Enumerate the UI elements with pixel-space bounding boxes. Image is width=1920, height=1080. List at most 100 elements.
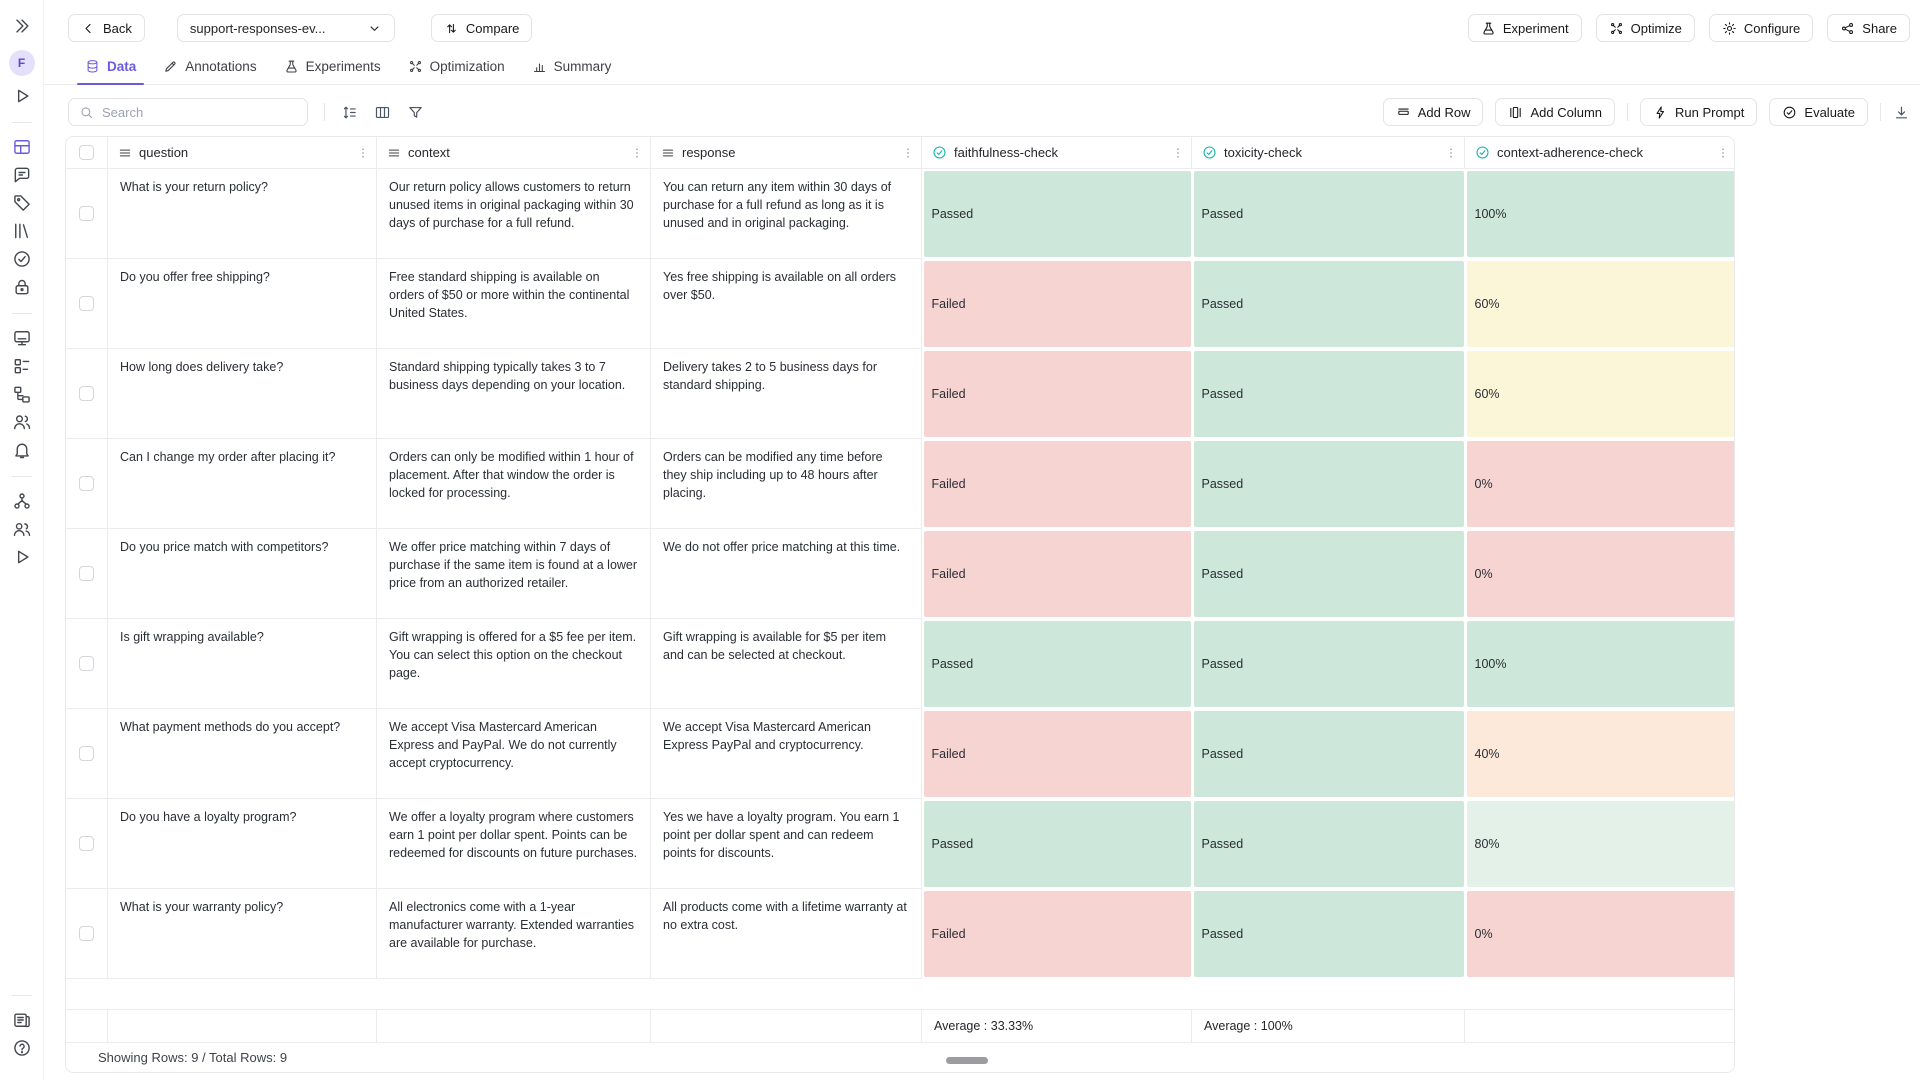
cell-toxicity[interactable]: Passed [1192, 349, 1465, 439]
column-header-toxicity[interactable]: toxicity-check [1192, 137, 1465, 168]
cell-question[interactable]: Is gift wrapping available? [108, 619, 377, 709]
cell-adherence[interactable]: 100% [1465, 169, 1734, 259]
cell-context[interactable]: We accept Visa Mastercard American Expre… [377, 709, 651, 799]
manage-columns-icon[interactable] [374, 104, 391, 121]
cell-faithfulness[interactable]: Failed [922, 709, 1192, 799]
cell-adherence[interactable]: 60% [1465, 259, 1734, 349]
sidebar-play-icon[interactable] [12, 86, 32, 106]
configure-button[interactable]: Configure [1708, 14, 1814, 42]
cell-question[interactable]: Do you have a loyalty program? [108, 799, 377, 889]
cell-response[interactable]: We accept Visa Mastercard American Expre… [651, 709, 922, 799]
cell-adherence[interactable]: 0% [1465, 529, 1734, 619]
search-input[interactable] [102, 104, 297, 120]
horizontal-scrollbar[interactable] [946, 1057, 988, 1064]
column-menu-icon[interactable] [630, 146, 644, 160]
column-menu-icon[interactable] [1171, 146, 1185, 160]
cell-toxicity[interactable]: Passed [1192, 709, 1465, 799]
cell-adherence[interactable]: 40% [1465, 709, 1734, 799]
row-checkbox[interactable] [79, 836, 94, 851]
experiment-button[interactable]: Experiment [1467, 14, 1582, 42]
user-avatar[interactable]: F [8, 50, 35, 76]
sidebar-monitor-icon[interactable] [12, 328, 32, 348]
column-header-adherence[interactable]: context-adherence-check [1465, 137, 1734, 168]
cell-response[interactable]: Gift wrapping is available for $5 per it… [651, 619, 922, 709]
sidebar-people-icon[interactable] [12, 519, 32, 539]
tab-optimization[interactable]: Optimization [408, 54, 505, 78]
cell-adherence[interactable]: 100% [1465, 619, 1734, 709]
cell-response[interactable]: Yes free shipping is available on all or… [651, 259, 922, 349]
cell-toxicity[interactable]: Passed [1192, 439, 1465, 529]
sidebar-expand-chevrons-right-icon[interactable] [12, 16, 32, 36]
cell-adherence[interactable]: 80% [1465, 799, 1734, 889]
tab-data[interactable]: Data [76, 54, 145, 85]
compare-button[interactable]: Compare [430, 14, 533, 42]
cell-context[interactable]: Free standard shipping is available on o… [377, 259, 651, 349]
cell-faithfulness[interactable]: Failed [922, 349, 1192, 439]
run-prompt-button[interactable]: Run Prompt [1640, 98, 1758, 126]
evaluate-button[interactable]: Evaluate [1769, 98, 1868, 126]
row-checkbox[interactable] [79, 746, 94, 761]
tab-experiments[interactable]: Experiments [284, 54, 381, 78]
cell-context[interactable]: Standard shipping typically takes 3 to 7… [377, 349, 651, 439]
cell-context[interactable]: We offer price matching within 7 days of… [377, 529, 651, 619]
cell-context[interactable]: Gift wrapping is offered for a $5 fee pe… [377, 619, 651, 709]
cell-response[interactable]: You can return any item within 30 days o… [651, 169, 922, 259]
sidebar-grid-icon[interactable] [12, 137, 32, 157]
sidebar-users-icon[interactable] [12, 412, 32, 432]
row-height-icon[interactable] [341, 104, 358, 121]
cell-adherence[interactable]: 60% [1465, 349, 1734, 439]
cell-response[interactable]: Yes we have a loyalty program. You earn … [651, 799, 922, 889]
sidebar-chat-icon[interactable] [12, 165, 32, 185]
row-checkbox[interactable] [79, 206, 94, 221]
cell-response[interactable]: Delivery takes 2 to 5 business days for … [651, 349, 922, 439]
sidebar-library-icon[interactable] [12, 221, 32, 241]
select-all-checkbox[interactable] [79, 145, 94, 160]
sidebar-bell-icon[interactable] [12, 440, 32, 460]
cell-toxicity[interactable]: Passed [1192, 799, 1465, 889]
dataset-selector[interactable]: support-responses-ev... [176, 14, 395, 42]
sidebar-play-icon[interactable] [12, 547, 32, 567]
cell-question[interactable]: Do you offer free shipping? [108, 259, 377, 349]
cell-faithfulness[interactable]: Failed [922, 259, 1192, 349]
sidebar-lock-icon[interactable] [12, 277, 32, 297]
cell-question[interactable]: What payment methods do you accept? [108, 709, 377, 799]
column-header-faithfulness[interactable]: faithfulness-check [922, 137, 1192, 168]
cell-response[interactable]: Orders can be modified any time before t… [651, 439, 922, 529]
cell-question[interactable]: What is your warranty policy? [108, 889, 377, 979]
cell-toxicity[interactable]: Passed [1192, 259, 1465, 349]
cell-question[interactable]: Do you price match with competitors? [108, 529, 377, 619]
column-menu-icon[interactable] [356, 146, 370, 160]
cell-toxicity[interactable]: Passed [1192, 169, 1465, 259]
row-checkbox[interactable] [79, 566, 94, 581]
cell-toxicity[interactable]: Passed [1192, 889, 1465, 979]
optimize-button[interactable]: Optimize [1595, 14, 1695, 42]
sidebar-check-circle-icon[interactable] [12, 249, 32, 269]
sidebar-news-icon[interactable] [12, 1010, 32, 1030]
column-header-question[interactable]: question [108, 137, 377, 168]
cell-faithfulness[interactable]: Passed [922, 169, 1192, 259]
download-icon[interactable] [1893, 104, 1910, 121]
share-button[interactable]: Share [1827, 14, 1910, 42]
column-header-context[interactable]: context [377, 137, 651, 168]
row-checkbox[interactable] [79, 476, 94, 491]
cell-response[interactable]: We do not offer price matching at this t… [651, 529, 922, 619]
cell-adherence[interactable]: 0% [1465, 439, 1734, 529]
column-menu-icon[interactable] [1716, 146, 1730, 160]
sidebar-kanban-icon[interactable] [12, 356, 32, 376]
filter-icon[interactable] [407, 104, 424, 121]
column-header-response[interactable]: response [651, 137, 922, 168]
add-column-button[interactable]: Add Column [1495, 98, 1616, 126]
cell-context[interactable]: We offer a loyalty program where custome… [377, 799, 651, 889]
cell-faithfulness[interactable]: Failed [922, 529, 1192, 619]
add-row-button[interactable]: Add Row [1382, 98, 1484, 126]
back-button[interactable]: Back [68, 14, 145, 42]
cell-question[interactable]: Can I change my order after placing it? [108, 439, 377, 529]
column-menu-icon[interactable] [1444, 146, 1458, 160]
column-menu-icon[interactable] [901, 146, 915, 160]
cell-adherence[interactable]: 0% [1465, 889, 1734, 979]
cell-response[interactable]: All products come with a lifetime warran… [651, 889, 922, 979]
cell-faithfulness[interactable]: Passed [922, 799, 1192, 889]
sidebar-tree-icon[interactable] [12, 384, 32, 404]
tab-summary[interactable]: Summary [532, 54, 611, 78]
cell-faithfulness[interactable]: Failed [922, 439, 1192, 529]
